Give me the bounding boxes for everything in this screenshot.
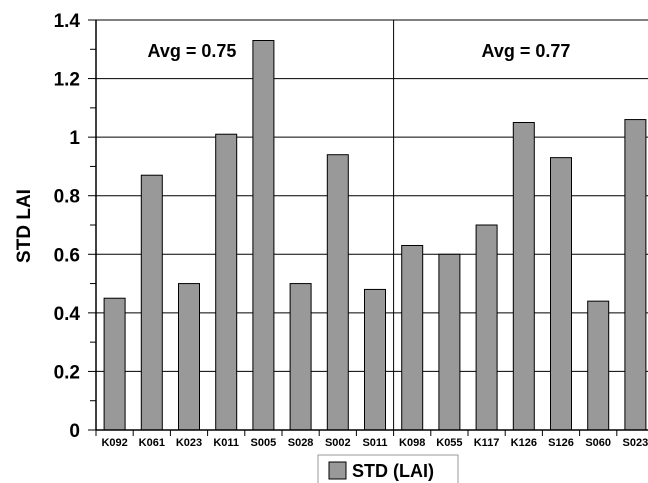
x-tick-label: S126 [548,437,574,449]
x-tick-label: S028 [288,437,314,449]
group-average-annotation-right: Avg = 0.77 [482,41,571,61]
bar [624,119,647,431]
x-tick-label: S005 [251,437,277,449]
bars [103,40,647,431]
y-tick-label: 0.8 [54,187,80,208]
y-tick-label: 1.2 [54,70,80,91]
bar [550,157,572,431]
legend: STD (LAI) [317,454,459,483]
x-tick-label: S011 [362,437,387,449]
bar [215,133,238,431]
x-tick-label: K011 [213,437,239,449]
bar [140,174,163,431]
bar [178,283,200,431]
y-tick-label: 0.4 [54,304,81,325]
x-tick-label: K055 [436,437,462,449]
bar [289,283,312,431]
bar [103,297,126,431]
axes [88,19,648,436]
x-tick-label: K092 [101,437,127,449]
x-tick-label: K117 [474,437,500,449]
bar [401,245,424,431]
legend-swatch [328,461,347,480]
bar [252,40,275,431]
group-average-annotation-left: Avg = 0.75 [148,41,237,61]
x-tick-label: K061 [139,437,165,449]
bar [512,122,535,431]
x-tick-label: S002 [325,437,351,449]
x-tick-label: K098 [399,437,425,449]
x-tick-label: K126 [511,437,537,449]
x-tick-label: S060 [585,437,611,449]
bar [326,154,349,431]
bar [475,224,498,431]
y-tick-label: 0 [69,421,80,442]
x-tick-label: S023 [623,437,648,449]
bar [364,288,386,431]
legend-label: STD (LAI) [352,461,434,481]
y-axis-title: STD LAI [14,189,35,263]
bar [438,253,461,431]
x-tick-labels: K092 K061 K023 K011 S005 S028 S002 S011 K098 K055… [101,437,648,449]
y-tick-labels: 0 0.2 0.4 0.6 0.8 1 1.2 1.4 [54,11,81,442]
y-tick-label: 1 [69,128,80,149]
y-tick-label: 0.2 [54,362,80,383]
bar [587,300,610,431]
y-tick-label: 0.6 [54,245,80,266]
y-tick-label: 1.4 [54,11,81,32]
x-tick-label: K023 [176,437,202,449]
